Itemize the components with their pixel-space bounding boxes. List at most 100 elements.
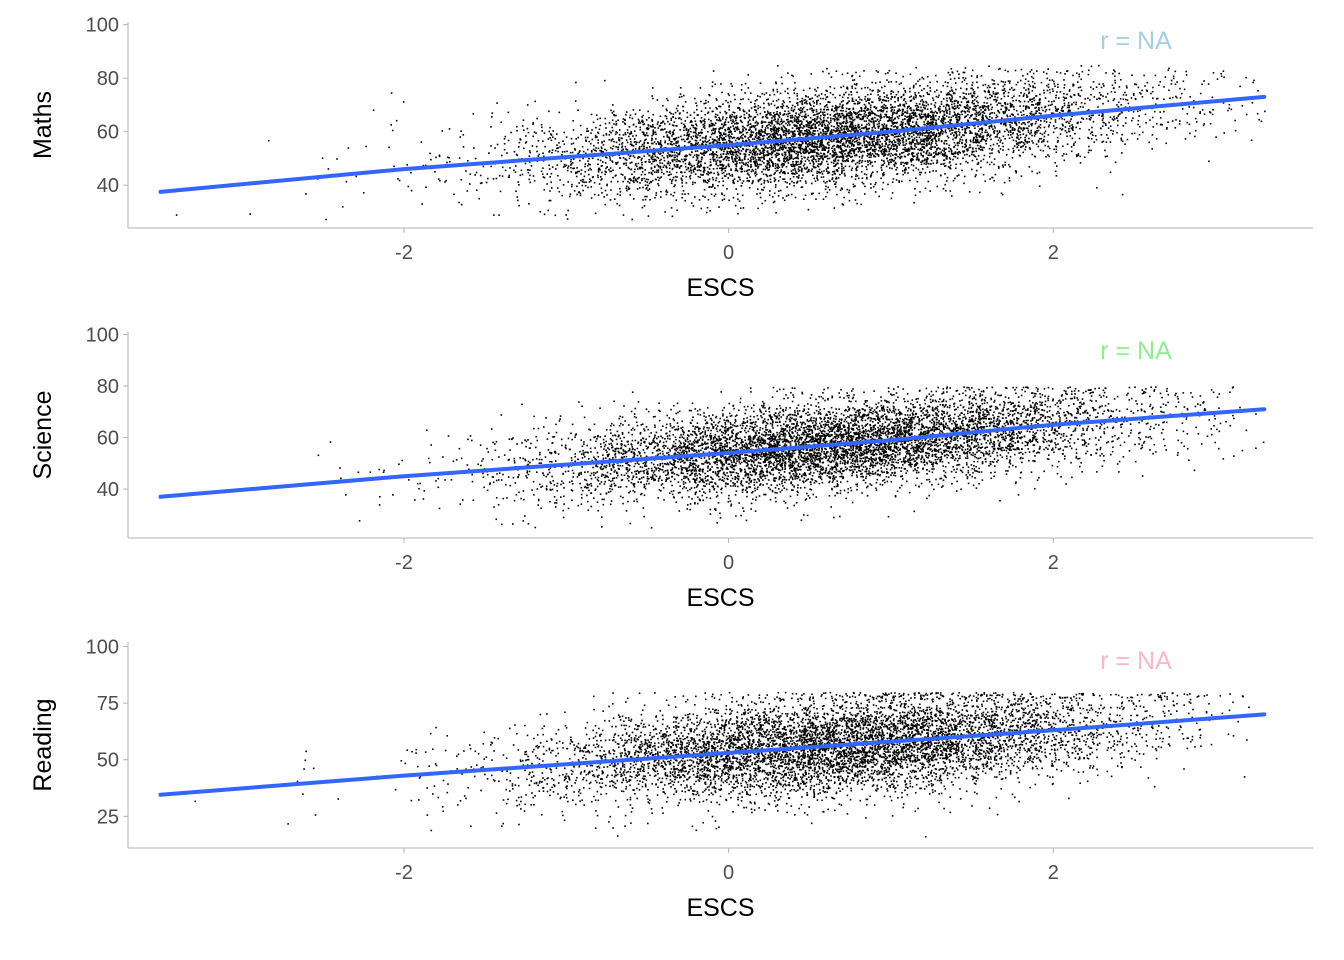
data-point [632,145,635,147]
data-point [971,87,973,90]
data-point [865,125,867,128]
data-point [926,108,929,110]
data-point [827,127,830,129]
data-point [1124,143,1126,145]
data-point [871,161,873,164]
data-point [784,151,787,154]
data-point [799,163,802,165]
data-point [804,160,807,162]
data-point [921,134,924,137]
data-point [845,142,847,144]
data-point [1036,130,1038,132]
data-point [844,138,847,140]
data-point [958,73,960,75]
data-point [802,142,804,145]
data-point [913,109,916,112]
data-point [865,127,868,129]
data-point [934,138,936,140]
data-point [857,126,860,129]
data-point [1004,102,1006,104]
data-point [556,133,558,135]
data-point [1014,122,1016,124]
data-point [663,173,665,175]
data-point [785,122,787,125]
data-point [1118,113,1120,116]
data-point [809,141,811,144]
data-point [780,170,782,173]
data-point [796,95,798,97]
data-point [955,88,957,91]
data-point [1053,125,1055,127]
data-point [686,111,689,114]
data-point [438,155,441,158]
data-point [718,130,720,133]
data-point [537,140,540,142]
data-point [714,131,716,133]
data-point [917,148,919,151]
data-point [1061,123,1064,126]
data-point [782,114,784,116]
data-point [645,119,648,121]
data-point [643,145,645,147]
data-point [885,148,887,151]
data-point [615,131,617,133]
data-point [590,113,593,116]
data-point [752,138,754,140]
data-point [849,149,851,151]
data-point [1036,172,1039,175]
data-point [881,101,883,104]
data-point [831,131,834,133]
data-point [675,142,677,144]
data-point [793,92,796,94]
data-point [926,144,928,147]
data-point [716,119,718,121]
data-point [1186,121,1188,124]
data-point [556,164,559,166]
data-point [785,142,787,144]
data-point [1034,86,1036,89]
data-point [695,135,697,137]
data-point [987,134,990,137]
data-point [956,114,958,117]
data-point [949,90,951,92]
data-point [1108,121,1110,124]
data-point [817,115,819,118]
data-point [743,127,746,129]
data-point [1011,122,1013,124]
data-point [643,177,645,180]
data-point [759,192,761,195]
data-point [688,153,691,156]
data-point [868,144,871,147]
data-point [609,167,612,169]
data-point [956,119,959,122]
data-point [860,203,862,206]
data-point [900,121,903,123]
data-point [775,184,777,186]
data-point [570,166,572,169]
data-point [989,152,991,155]
data-point [1054,127,1056,130]
data-point [755,111,758,114]
data-point [752,158,755,160]
data-point [1223,76,1225,79]
data-point [372,109,375,111]
data-point [854,148,857,151]
data-point [706,166,709,169]
data-point [686,138,688,141]
data-point [1113,118,1116,120]
data-point [938,94,940,97]
data-point [926,161,928,163]
data-point [797,116,800,118]
data-point [704,140,706,142]
data-point [1145,89,1148,92]
data-point [754,168,757,171]
data-point [648,182,651,185]
data-point [973,150,975,153]
data-point [1043,92,1045,94]
data-point [930,142,933,144]
data-point [1062,124,1064,127]
data-point [791,146,793,148]
data-point [695,127,698,130]
data-point [570,164,572,166]
data-point [790,154,793,156]
